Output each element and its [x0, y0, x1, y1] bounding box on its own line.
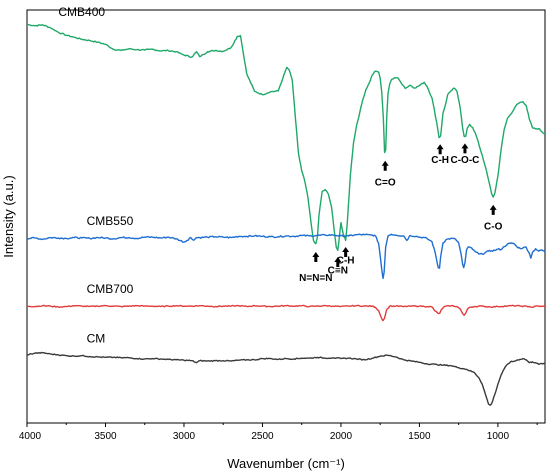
annotation-label: N=N=N: [299, 273, 332, 284]
series-label-cm: CM: [87, 331, 106, 345]
series-line-cmb700: [26, 304, 546, 322]
x-axis-title: Wavenumber (cm⁻¹): [227, 456, 345, 471]
annotation-arrow: N=N=N: [299, 252, 333, 284]
up-arrow-icon: [334, 256, 342, 267]
series-line-cmb400: [26, 23, 546, 252]
up-arrow-icon: [436, 144, 444, 155]
series-layer: CMB400 CMB550 CMB700 CM: [26, 5, 546, 406]
annotation-label: C-O: [484, 222, 503, 233]
series-line-cm: [26, 351, 546, 406]
x-tick-label: 4000: [19, 431, 42, 442]
annotation-label: C=O: [375, 178, 396, 189]
annotation-label: C-H: [431, 155, 449, 166]
plot-area: [26, 9, 546, 424]
annotation-arrow: C-H: [431, 144, 449, 166]
series-label-cmb550: CMB550: [87, 214, 134, 228]
x-tick-label: 2500: [251, 431, 274, 442]
annotation-arrow: C=O: [375, 160, 396, 189]
x-tick-label: 3000: [173, 431, 196, 442]
up-arrow-icon: [489, 204, 497, 215]
annotation-label: C≡N: [328, 265, 348, 276]
annotation-label: C-H: [337, 256, 355, 267]
x-axis: 4000 3500 3000 2500 2000 1500 1000: [19, 423, 538, 442]
annotation-layer: N=N=NC≡NC-HC=OC-H C-O-CC-O: [299, 143, 503, 284]
annotation-arrow: C-H: [337, 247, 355, 267]
x-tick-label: 3500: [94, 431, 117, 442]
series-line-cmb550: [26, 233, 546, 280]
series-label-cmb400: CMB400: [58, 5, 105, 19]
annotation-arrow: C-O: [484, 204, 503, 233]
annotation-arrow: C≡N: [328, 256, 348, 276]
up-arrow-icon: [312, 252, 320, 263]
annotation-label: C-O-C: [451, 155, 480, 166]
y-axis-title: Intensity (a.u.): [1, 175, 16, 257]
up-arrow-icon: [381, 160, 389, 171]
x-tick-label: 1500: [408, 431, 431, 442]
series-label-cmb700: CMB700: [87, 282, 134, 296]
up-arrow-icon: [461, 143, 469, 154]
annotation-arrow: C-O-C: [451, 143, 480, 166]
up-arrow-icon: [342, 247, 350, 258]
plot-frame: [26, 9, 546, 424]
x-tick-label: 1000: [487, 431, 510, 442]
x-tick-label: 2000: [330, 431, 353, 442]
